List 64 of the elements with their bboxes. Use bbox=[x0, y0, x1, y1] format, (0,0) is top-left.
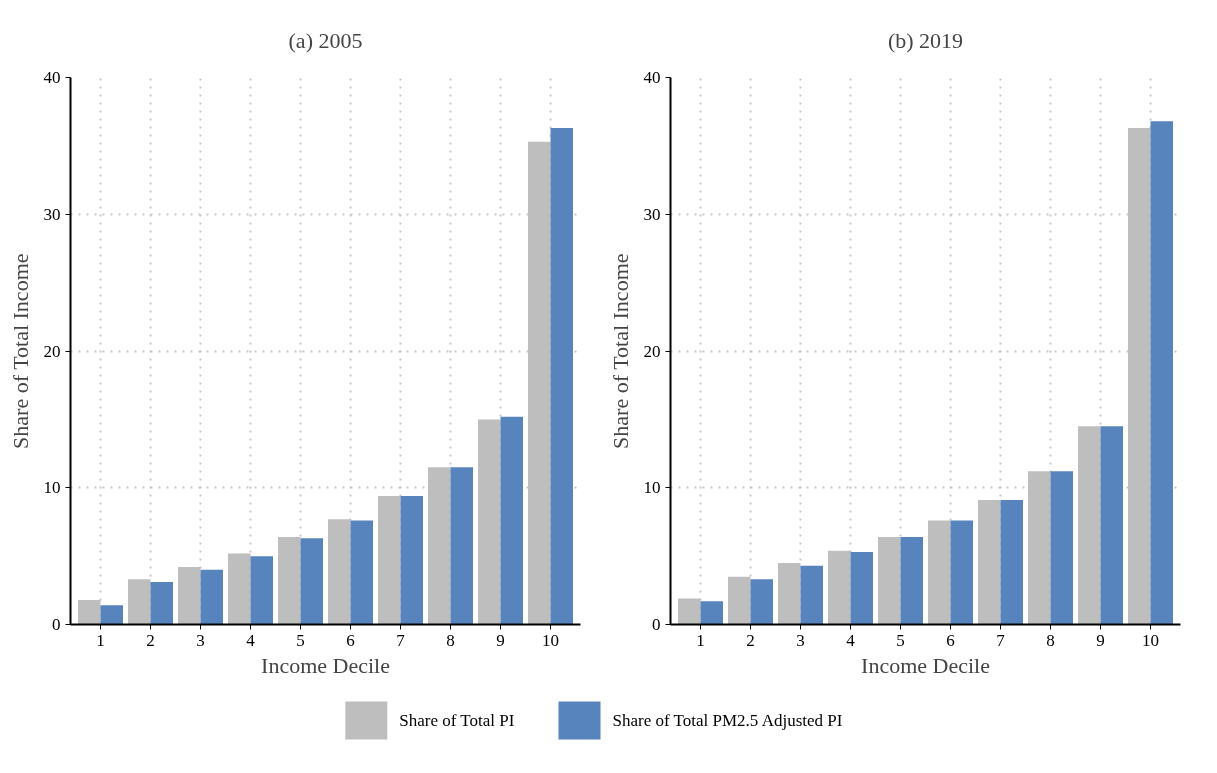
x-tick-label: 1 bbox=[96, 630, 105, 650]
bar bbox=[1100, 426, 1123, 625]
bar bbox=[750, 579, 773, 625]
x-tick-label: 8 bbox=[446, 630, 455, 650]
bar bbox=[300, 538, 323, 625]
bar bbox=[150, 582, 173, 625]
x-tick-label: 7 bbox=[396, 630, 406, 650]
y-tick-label: 20 bbox=[43, 341, 61, 361]
bar bbox=[778, 562, 801, 625]
bar bbox=[250, 556, 273, 625]
y-axis-title: Share of Total Income bbox=[607, 253, 633, 449]
x-tick-label: 10 bbox=[1142, 630, 1159, 650]
x-tick-label: 5 bbox=[896, 630, 905, 650]
chart-title: (a) 2005 bbox=[288, 27, 363, 53]
x-axis-title: Income Decile bbox=[261, 652, 390, 678]
y-tick-label: 10 bbox=[643, 478, 661, 498]
legend-label: Share of Total PM2.5 Adjusted PI bbox=[612, 711, 843, 730]
bar bbox=[350, 520, 373, 625]
bar bbox=[950, 520, 973, 625]
bar bbox=[800, 565, 823, 625]
y-tick-label: 40 bbox=[643, 68, 661, 87]
x-tick-label: 9 bbox=[496, 630, 505, 650]
bar bbox=[900, 536, 923, 625]
y-tick-label: 10 bbox=[43, 478, 61, 498]
y-axis-title: Share of Total Income bbox=[7, 253, 33, 449]
x-tick-label: 4 bbox=[846, 630, 856, 650]
legend-label: Share of Total PI bbox=[399, 711, 515, 730]
bar bbox=[400, 495, 423, 625]
bar bbox=[428, 467, 451, 625]
y-tick-label: 20 bbox=[643, 341, 661, 361]
x-tick-label: 2 bbox=[746, 630, 755, 650]
y-tick-label: 0 bbox=[652, 615, 661, 634]
x-tick-label: 10 bbox=[542, 630, 559, 650]
bar bbox=[1028, 471, 1051, 625]
x-tick-label: 8 bbox=[1046, 630, 1055, 650]
x-tick-label: 2 bbox=[146, 630, 155, 650]
bar bbox=[700, 601, 723, 625]
x-tick-label: 6 bbox=[346, 630, 355, 650]
bar bbox=[100, 605, 123, 625]
x-tick-label: 1 bbox=[696, 630, 705, 650]
bar bbox=[1050, 471, 1073, 625]
bar bbox=[478, 419, 501, 625]
y-tick-label: 0 bbox=[52, 615, 61, 634]
bar bbox=[200, 569, 223, 625]
x-tick-label: 6 bbox=[946, 630, 955, 650]
y-tick-label: 30 bbox=[643, 204, 661, 224]
x-axis-title: Income Decile bbox=[861, 652, 990, 678]
bar bbox=[550, 128, 573, 625]
x-tick-label: 5 bbox=[296, 630, 305, 650]
y-tick-label: 40 bbox=[43, 68, 61, 87]
y-tick-label: 30 bbox=[43, 204, 61, 224]
bar bbox=[128, 579, 151, 625]
x-tick-label: 4 bbox=[246, 630, 256, 650]
x-tick-label: 3 bbox=[796, 630, 805, 650]
bar bbox=[500, 416, 523, 625]
bar bbox=[850, 552, 873, 625]
x-tick-label: 7 bbox=[996, 630, 1006, 650]
bar bbox=[450, 467, 473, 625]
bar bbox=[1150, 121, 1173, 625]
bar bbox=[978, 500, 1001, 625]
bar bbox=[1000, 500, 1023, 625]
x-tick-label: 3 bbox=[196, 630, 205, 650]
x-tick-label: 9 bbox=[1096, 630, 1105, 650]
chart-title: (b) 2019 bbox=[887, 27, 964, 53]
